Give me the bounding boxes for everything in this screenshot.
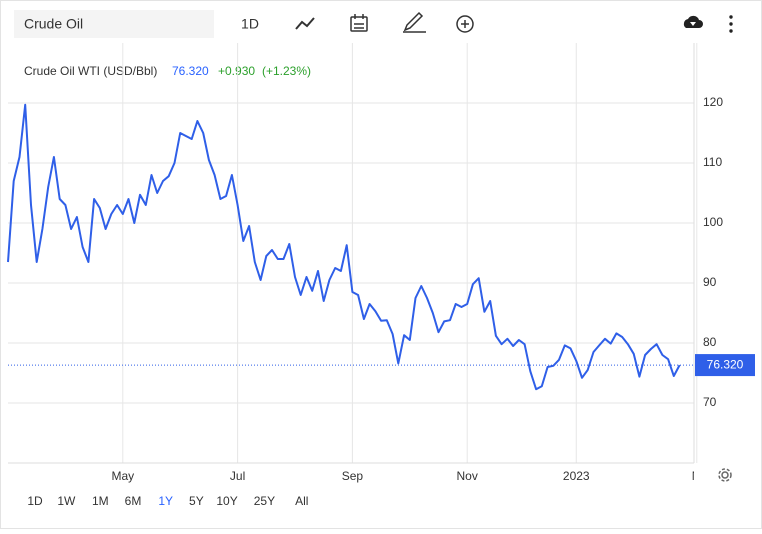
- x-tick-label: Jul: [230, 469, 245, 483]
- x-tick-label: M: [692, 469, 702, 483]
- draw-icon[interactable]: [403, 11, 426, 33]
- price-line: [7, 103, 681, 391]
- interval[interactable]: 1D: [241, 16, 259, 32]
- settings-icon[interactable]: [718, 468, 732, 482]
- add-icon[interactable]: [456, 15, 474, 33]
- x-tick-label: 2023: [563, 469, 590, 483]
- grid: [8, 43, 698, 463]
- x-tick-label: Nov: [457, 469, 478, 483]
- y-tick-label: 110: [703, 155, 722, 169]
- range-button[interactable]: 1M: [92, 494, 109, 508]
- y-tick-label: 80: [703, 335, 717, 349]
- range-button[interactable]: 25Y: [254, 494, 275, 508]
- range-button[interactable]: All: [295, 494, 308, 508]
- range-button[interactable]: 5Y: [189, 494, 204, 508]
- y-tick-label: 70: [703, 395, 717, 409]
- calendar-icon[interactable]: [350, 14, 368, 32]
- chart-type-icon[interactable]: [295, 17, 315, 30]
- range-button[interactable]: 10Y: [216, 494, 237, 508]
- last-price-label: 76.320: [707, 357, 744, 371]
- y-tick-label: 100: [703, 215, 723, 229]
- header-price: 76.320: [172, 64, 209, 78]
- header-change: +0.930: [218, 64, 255, 78]
- y-tick-label: 120: [703, 95, 723, 109]
- x-tick-label: May: [111, 469, 134, 483]
- header-change-pct: (+1.23%): [262, 64, 311, 78]
- range-button[interactable]: 1Y: [158, 494, 173, 508]
- menu-icon[interactable]: [729, 15, 733, 33]
- last-price-box: [695, 354, 755, 377]
- range-button[interactable]: 1D: [27, 494, 43, 508]
- range-button[interactable]: 1W: [57, 494, 76, 508]
- y-tick-label: 90: [703, 275, 717, 289]
- x-tick-label: Sep: [342, 469, 364, 483]
- search-text[interactable]: Crude Oil: [24, 16, 83, 32]
- range-buttons: 1D 1W 1M 6M 1Y 5Y 10Y 25Y All: [27, 494, 308, 508]
- header-title: Crude Oil WTI (USD/Bbl): [24, 64, 157, 78]
- range-button[interactable]: 6M: [125, 494, 142, 508]
- download-icon[interactable]: [683, 15, 703, 28]
- search-box[interactable]: [14, 10, 214, 38]
